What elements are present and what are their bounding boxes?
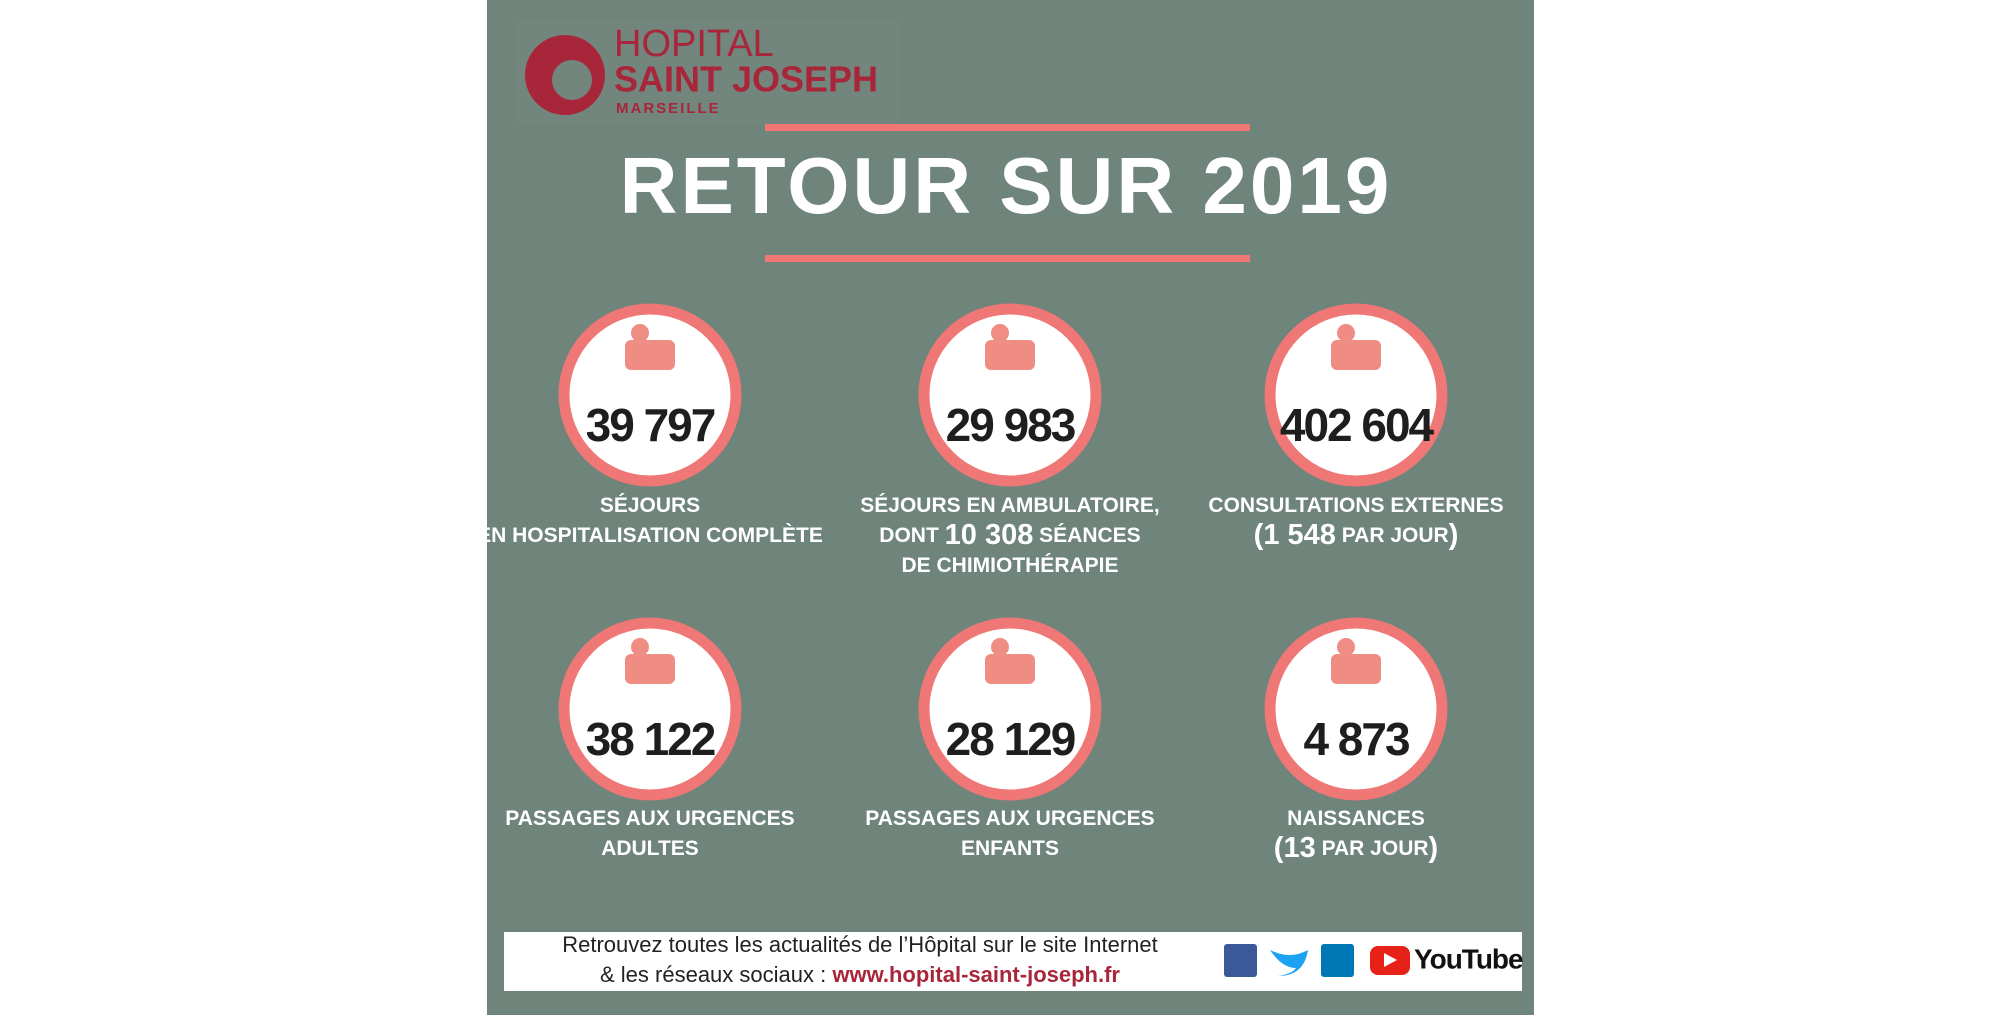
stat-icon [985, 654, 1035, 684]
stat-ring [918, 617, 1102, 801]
stat-label-part: 10 308 [945, 519, 1034, 551]
stat-label-part: 1 548 [1263, 519, 1336, 551]
stat-icon [1331, 340, 1381, 370]
stat-label-part: SÉJOURS EN AMBULATOIRE, [860, 494, 1159, 517]
stat-number: 28 129 [946, 713, 1075, 765]
stat-number: 38 122 [586, 713, 715, 765]
stat-ring [558, 617, 742, 801]
stat-label: (13 PAR JOUR) [1274, 832, 1438, 864]
twitter-icon[interactable] [1270, 950, 1308, 976]
stat-label-part: CONSULTATIONS EXTERNES [1208, 494, 1503, 517]
stat-label: DONT 10 308 SÉANCES [879, 519, 1140, 551]
youtube-play [1384, 953, 1397, 967]
stat-label-part: PAR JOUR [1316, 837, 1429, 860]
stat-label-part: ) [1429, 832, 1439, 864]
stat-ring [918, 303, 1102, 487]
stat-label: EN HOSPITALISATION COMPLÈTE [477, 524, 823, 547]
stat-label-part: 13 [1283, 832, 1315, 864]
stat-number: 39 797 [586, 399, 715, 451]
stat-icon-head [991, 324, 1009, 342]
stat-label: NAISSANCES [1287, 807, 1425, 830]
footer-line1: Retrouvez toutes les actualités de l’Hôp… [562, 932, 1158, 957]
stat-ring [1264, 617, 1448, 801]
footer-text: & les réseaux sociaux : [600, 962, 832, 987]
logo-line3: MARSEILLE [616, 100, 721, 117]
stat-label-part: ADULTES [601, 837, 699, 860]
stat-icon [1331, 654, 1381, 684]
panel [487, 0, 1534, 1015]
stat-label-part: NAISSANCES [1287, 807, 1425, 830]
title: RETOUR SUR 2019 [620, 141, 1393, 230]
stat-label-part: SÉJOURS [600, 494, 700, 517]
title-rule [765, 124, 1250, 131]
stat-label: ADULTES [601, 837, 699, 860]
stat-label: SÉJOURS [600, 494, 700, 517]
stat-number: 29 983 [946, 399, 1075, 451]
stat-number: 4 873 [1303, 713, 1409, 765]
stat-label-part: ENFANTS [961, 837, 1059, 860]
stat-ring [1264, 303, 1448, 487]
stat-label-part: DONT [879, 524, 944, 547]
stat-icon [625, 340, 675, 370]
stat-label: SÉJOURS EN AMBULATOIRE, [860, 494, 1159, 517]
stat-label-part: ( [1254, 519, 1264, 551]
stat-icon [625, 654, 675, 684]
stat-label-part: EN HOSPITALISATION COMPLÈTE [477, 524, 823, 547]
stat-label-part: PASSAGES AUX URGENCES [505, 807, 794, 830]
stat-label-part: ) [1449, 519, 1459, 551]
stat-icon-head [991, 638, 1009, 656]
stat-icon-head [1337, 324, 1355, 342]
footer-url[interactable]: www.hopital-saint-joseph.fr [831, 962, 1120, 987]
stat-label-part: ( [1274, 832, 1284, 864]
linkedin-icon[interactable] [1321, 944, 1354, 977]
stat-icon-head [631, 324, 649, 342]
stat-label: PASSAGES AUX URGENCES [505, 807, 794, 830]
stat-label-part: PASSAGES AUX URGENCES [865, 807, 1154, 830]
logo-icon-inner [552, 60, 592, 100]
stat-number: 402 604 [1280, 399, 1435, 451]
stat-label: (1 548 PAR JOUR) [1254, 519, 1459, 551]
stat-label-part: SÉANCES [1033, 524, 1140, 547]
logo-line2: SAINT JOSEPH [614, 59, 878, 100]
stat-icon-head [1337, 638, 1355, 656]
stat-label: CONSULTATIONS EXTERNES [1208, 494, 1503, 517]
stat-icon-head [631, 638, 649, 656]
facebook-icon[interactable] [1224, 944, 1257, 977]
stat-label: ENFANTS [961, 837, 1059, 860]
title-rule [765, 255, 1250, 262]
youtube-label[interactable]: YouTube [1414, 943, 1524, 974]
logo-line1: HOPITAL [614, 23, 774, 65]
stat-icon [985, 340, 1035, 370]
stat-ring [558, 303, 742, 487]
footer-line2: & les réseaux sociaux : www.hopital-sain… [600, 962, 1120, 987]
stat-label-part: PAR JOUR [1336, 524, 1449, 547]
stat-label: DE CHIMIOTHÉRAPIE [901, 554, 1118, 577]
stat-label: PASSAGES AUX URGENCES [865, 807, 1154, 830]
stat-label-part: DE CHIMIOTHÉRAPIE [901, 554, 1118, 577]
